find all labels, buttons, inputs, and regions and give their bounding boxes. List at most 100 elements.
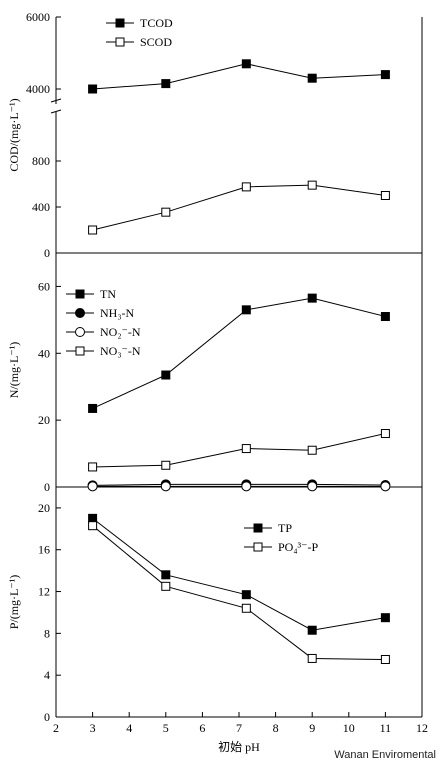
legend-layer: TCOD SCOD TN NH₃-N NO₂⁻-N NO₃⁻-N TP PO₄³⁻-P (66, 16, 318, 554)
data-point-nitrogen-3 (307, 445, 317, 455)
y-tick-label: 60 (38, 279, 50, 293)
data-point-cod-0 (88, 84, 98, 94)
data-point-phosphorus-1 (161, 581, 171, 591)
y-axis-title: COD/(mg·L⁻¹) (7, 98, 21, 171)
data-point-nitrogen-0 (88, 403, 98, 413)
legend-swatch-marker (75, 346, 85, 356)
watermark-text: Wanan Enviromental (334, 749, 436, 761)
legend-label: NO₂⁻-N (100, 325, 141, 339)
y-tick-label: 4 (44, 668, 50, 682)
data-points-layer (87, 59, 391, 664)
x-tick-label: 3 (90, 721, 96, 735)
data-point-phosphorus-1 (307, 653, 317, 663)
panel-nitrogen: 0 20 40 60 N/(mg·L⁻¹) (7, 253, 423, 494)
x-axis-title: 初始 pH (218, 740, 260, 754)
series-line-nitrogen-1 (92, 483, 386, 486)
axes-layer: 040080040006000COD/(mg·L⁻¹)0204060N/(mg·… (7, 10, 428, 754)
data-point-phosphorus-1 (380, 655, 390, 664)
legend-label: TN (100, 287, 116, 301)
data-point-cod-0 (161, 79, 171, 89)
x-tick-label: 8 (273, 721, 279, 735)
y-tick-label: 400 (32, 200, 50, 214)
legend-swatch-marker (75, 327, 85, 337)
data-point-phosphorus-0 (307, 625, 317, 635)
legend-swatch-marker (115, 37, 125, 47)
panel-phosphorus: 0 4 8 12 16 20 P/(mg·L⁻¹) 2 3 4 5 6 7 8 9 10 11 12 初始 pH (7, 487, 428, 754)
legend-swatch-marker (253, 542, 263, 552)
data-point-phosphorus-0 (88, 513, 98, 523)
data-point-nitrogen-2 (380, 481, 391, 492)
data-point-cod-1 (380, 191, 390, 200)
legend-nitrogen: TN NH₃-N NO₂⁻-N NO₃⁻-N (66, 287, 141, 358)
y-axis-title: P/(mg·L⁻¹) (7, 575, 21, 630)
data-point-nitrogen-3 (380, 429, 390, 439)
data-point-cod-1 (241, 182, 251, 192)
x-tick-label: 11 (380, 721, 392, 735)
legend-label: NO₃⁻-N (100, 344, 141, 358)
axis-break-mark (50, 109, 62, 114)
data-point-phosphorus-0 (241, 590, 251, 600)
data-point-phosphorus-0 (161, 570, 171, 580)
data-point-phosphorus-1 (241, 603, 251, 613)
x-tick-label: 5 (163, 721, 169, 735)
data-point-nitrogen-3 (88, 462, 98, 472)
x-tick-label: 12 (416, 721, 428, 735)
legend-label: PO₄³⁻-P (278, 540, 318, 554)
data-point-phosphorus-1 (88, 521, 98, 531)
series-lines-layer (92, 63, 386, 660)
y-tick-label: 8 (44, 626, 50, 640)
data-point-nitrogen-0 (307, 293, 317, 303)
data-point-cod-0 (307, 73, 317, 83)
data-point-cod-0 (241, 59, 251, 69)
y-tick-label: 0 (44, 710, 50, 724)
data-point-nitrogen-2 (160, 481, 171, 492)
y-tick-label: 4000 (26, 82, 50, 96)
legend-label: TP (278, 521, 292, 535)
data-point-nitrogen-2 (87, 481, 98, 492)
data-point-nitrogen-0 (241, 305, 251, 315)
x-tick-label: 4 (126, 721, 132, 735)
x-tick-label: 10 (343, 721, 355, 735)
data-point-nitrogen-3 (241, 444, 251, 454)
y-tick-label: 6000 (26, 10, 50, 24)
data-point-nitrogen-3 (161, 460, 171, 470)
legend-label: TCOD (140, 16, 173, 30)
legend-swatch-marker (75, 289, 85, 299)
y-tick-label: 16 (38, 543, 50, 557)
legend-swatch-marker (253, 523, 263, 533)
y-tick-label: 20 (38, 501, 50, 515)
data-point-nitrogen-2 (241, 481, 252, 492)
legend-label: NH₃-N (100, 306, 135, 320)
y-tick-label: 40 (38, 346, 50, 360)
legend-swatch-marker (115, 18, 125, 28)
y-axis-title: N/(mg·L⁻¹) (7, 342, 21, 399)
series-line-phosphorus-0 (92, 517, 386, 631)
panel-cod: 0 400 800 4000 6000 COD/(mg·L⁻¹) (7, 10, 423, 260)
y-tick-label: 20 (38, 413, 50, 427)
x-tick-label: 6 (199, 721, 205, 735)
series-line-cod-0 (92, 63, 386, 90)
data-point-cod-0 (380, 70, 390, 80)
data-point-nitrogen-0 (161, 370, 171, 380)
series-line-nitrogen-3 (92, 433, 386, 468)
data-point-cod-1 (88, 225, 98, 235)
data-point-nitrogen-0 (380, 312, 390, 322)
legend-phosphorus: TP PO₄³⁻-P (244, 521, 318, 554)
y-tick-label: 800 (32, 154, 50, 168)
data-point-cod-1 (161, 207, 171, 217)
data-point-phosphorus-0 (380, 613, 390, 623)
legend-swatch-marker (75, 308, 85, 318)
data-point-cod-1 (307, 180, 317, 190)
legend-label: SCOD (140, 35, 172, 49)
x-tick-label: 2 (53, 721, 59, 735)
legend-cod: TCOD SCOD (106, 16, 173, 49)
x-tick-label: 7 (236, 721, 242, 735)
axis-break-mark (50, 98, 62, 103)
data-point-nitrogen-2 (307, 481, 318, 492)
y-tick-label: 0 (44, 246, 50, 260)
series-line-cod-1 (92, 184, 386, 231)
y-tick-label: 0 (44, 480, 50, 494)
y-tick-label: 12 (38, 585, 50, 599)
x-tick-label: 9 (309, 721, 315, 735)
